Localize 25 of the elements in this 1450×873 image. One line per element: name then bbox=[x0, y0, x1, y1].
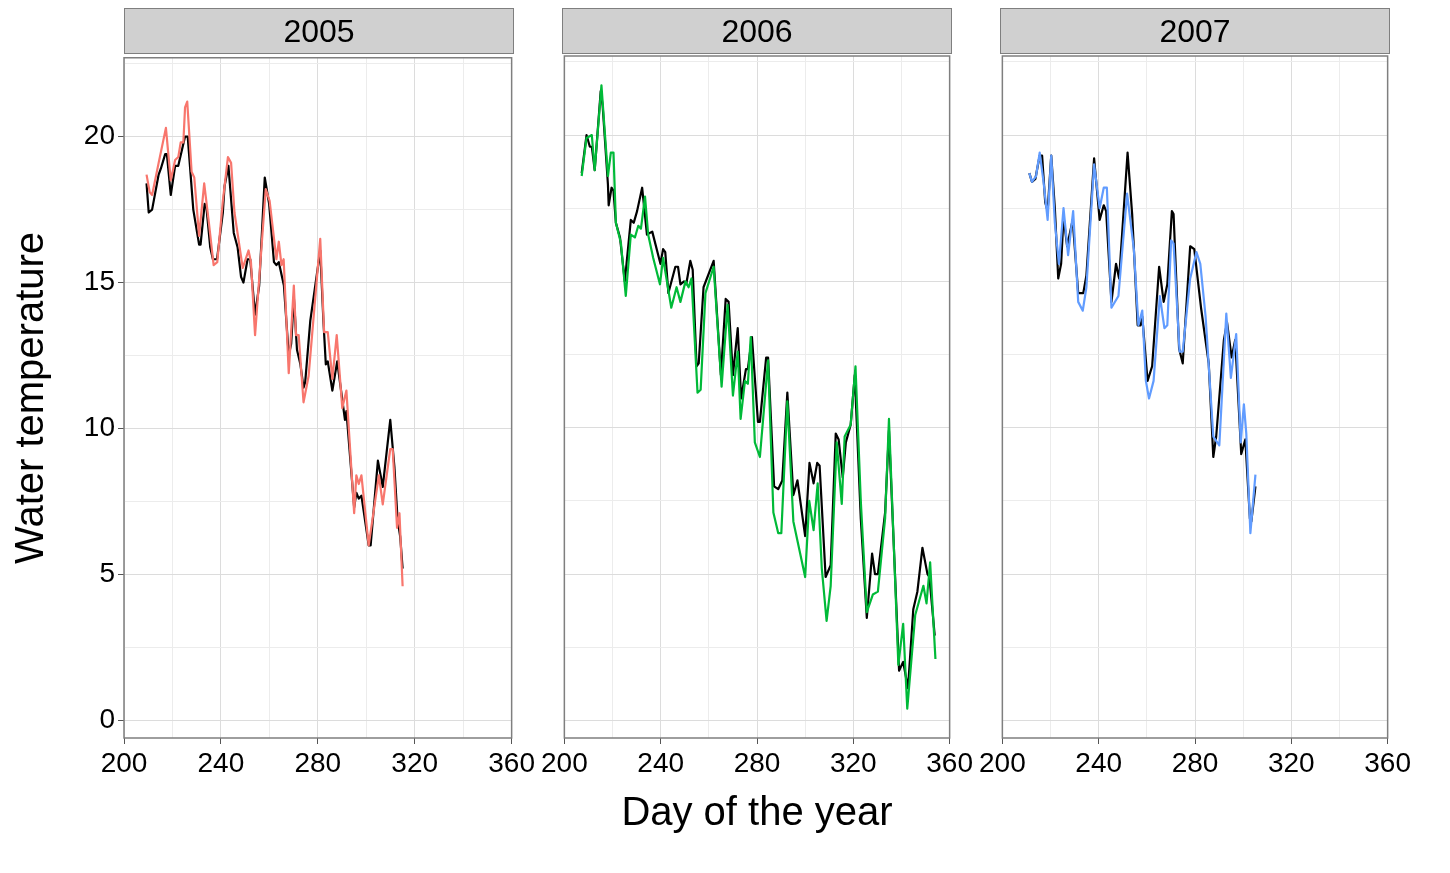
y-tick-label: 15 bbox=[83, 265, 115, 297]
x-tick-label: 360 bbox=[488, 746, 535, 778]
x-tick-label: 200 bbox=[979, 746, 1026, 778]
x-tick-label: 200 bbox=[541, 746, 588, 778]
y-tick-label: 20 bbox=[83, 119, 115, 151]
x-tick-label: 240 bbox=[1075, 746, 1123, 778]
x-tick-label: 280 bbox=[294, 746, 342, 778]
x-axis-title: Day of the year bbox=[621, 789, 893, 834]
y-tick-label: 5 bbox=[99, 557, 115, 589]
x-tick-label: 320 bbox=[829, 746, 877, 778]
y-tick-label: 10 bbox=[83, 411, 115, 443]
x-tick-label: 240 bbox=[637, 746, 685, 778]
y-tick-label: 0 bbox=[99, 703, 115, 735]
x-tick-label: 240 bbox=[197, 746, 245, 778]
chart-title: 2006 bbox=[562, 8, 952, 54]
x-tick-label: 360 bbox=[1364, 746, 1411, 778]
y-axis-title: Water temperature bbox=[7, 231, 52, 564]
chart-title: 2007 bbox=[1000, 8, 1390, 54]
chart-title: 2005 bbox=[124, 8, 514, 54]
x-tick-label: 360 bbox=[926, 746, 973, 778]
x-tick-label: 320 bbox=[1267, 746, 1315, 778]
x-tick-label: 200 bbox=[100, 746, 148, 778]
x-tick-label: 280 bbox=[1171, 746, 1219, 778]
x-tick-label: 280 bbox=[733, 746, 781, 778]
x-tick-label: 320 bbox=[391, 746, 439, 778]
